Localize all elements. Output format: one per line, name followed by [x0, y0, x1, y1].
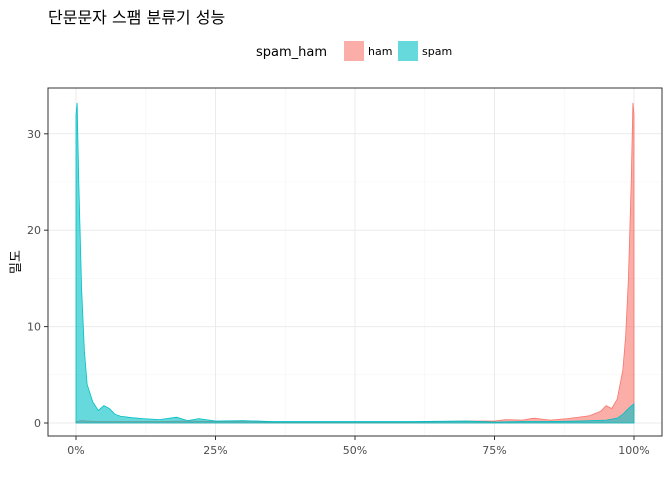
legend-label-spam: spam — [422, 45, 452, 58]
area-spam — [75, 102, 635, 424]
y-axis-title: 밀도 — [9, 250, 24, 274]
y-axis: 0 10 20 30 — [27, 128, 48, 430]
legend-key-ham — [344, 41, 364, 61]
density-areas — [75, 102, 635, 424]
x-tick-label: 25% — [203, 444, 227, 457]
x-axis: 0% 25% 50% 75% 100% — [67, 436, 650, 457]
x-tick-label: 100% — [618, 444, 649, 457]
x-tick-label: 50% — [343, 444, 367, 457]
legend-label-ham: ham — [368, 45, 392, 58]
x-tick-label: 75% — [482, 444, 506, 457]
legend-key-spam — [398, 41, 418, 61]
y-tick-label: 0 — [34, 417, 41, 430]
y-tick-label: 30 — [27, 128, 41, 141]
y-tick-label: 10 — [27, 321, 41, 334]
chart-title: 단문문자 스팸 분류기 성능 — [48, 8, 225, 27]
y-tick-label: 20 — [27, 224, 41, 237]
grid — [48, 88, 662, 436]
legend: spam_ham ham spam — [256, 41, 452, 61]
legend-title: spam_ham — [256, 45, 327, 60]
x-tick-label: 0% — [67, 444, 84, 457]
